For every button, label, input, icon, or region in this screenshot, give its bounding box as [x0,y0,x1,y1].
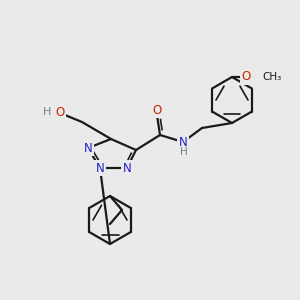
Text: N: N [178,136,188,148]
Text: O: O [152,103,162,116]
Text: O: O [242,70,250,83]
Text: O: O [56,106,64,119]
Text: CH₃: CH₃ [262,72,281,82]
Text: N: N [84,142,92,154]
Text: H: H [43,107,51,117]
Text: N: N [123,161,131,175]
Text: H: H [180,147,188,157]
Text: N: N [96,161,104,175]
